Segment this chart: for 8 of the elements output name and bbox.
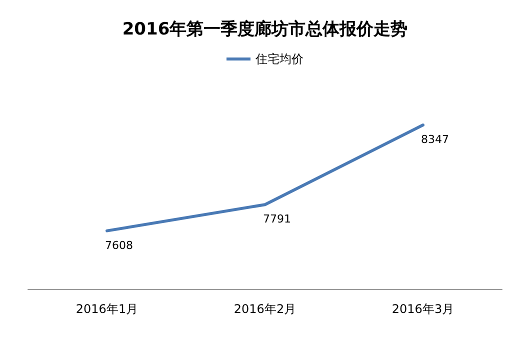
- data-label: 7608: [105, 238, 133, 252]
- chart-title: 2016年第一季度廊坊市总体报价走势: [122, 20, 408, 40]
- data-label: 8347: [421, 133, 449, 146]
- x-tick-label: 2016年2月: [234, 302, 296, 316]
- legend-label: 住宅均价: [254, 52, 304, 66]
- x-tick-label: 2016年1月: [76, 302, 138, 316]
- data-label: 7791: [263, 212, 291, 226]
- x-tick-label: 2016年3月: [392, 302, 454, 316]
